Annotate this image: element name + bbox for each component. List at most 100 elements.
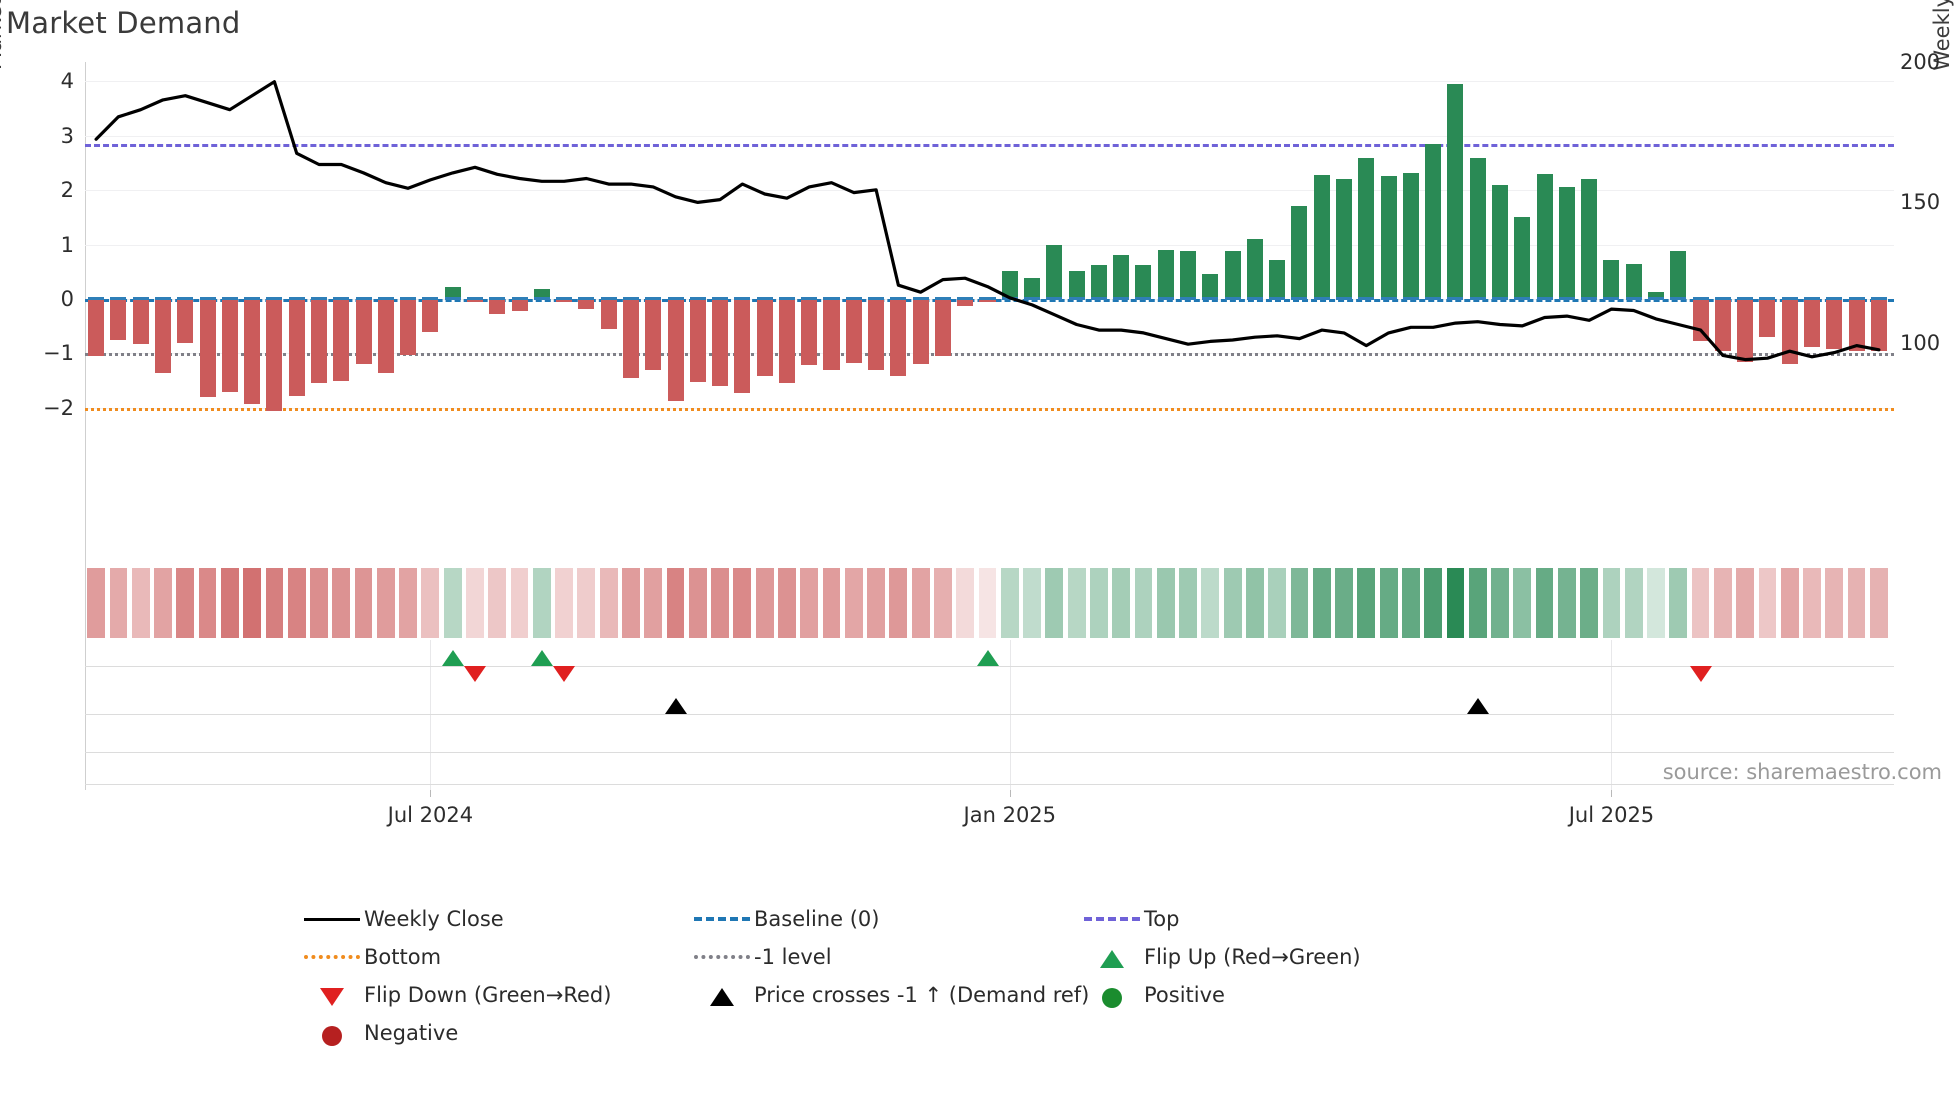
bar-negative[interactable] xyxy=(88,298,105,357)
bar-negative[interactable] xyxy=(310,298,327,384)
bar-negative[interactable] xyxy=(489,298,506,315)
bar-negative[interactable] xyxy=(689,298,706,382)
bar-negative[interactable] xyxy=(667,298,684,402)
bar-negative[interactable] xyxy=(756,298,773,377)
bar-positive[interactable] xyxy=(1068,270,1085,299)
heatmap-cell xyxy=(220,568,239,638)
bar-negative[interactable] xyxy=(110,298,127,340)
legend-item-baseline-0[interactable]: Baseline (0) xyxy=(690,900,1080,938)
legend-item-top[interactable]: Top xyxy=(1080,900,1480,938)
flip-up-marker[interactable] xyxy=(441,650,464,666)
bar-negative[interactable] xyxy=(221,298,238,392)
bar-negative[interactable] xyxy=(177,298,194,343)
bar-positive[interactable] xyxy=(1514,217,1531,299)
bar-positive[interactable] xyxy=(1180,251,1197,299)
bar-positive[interactable] xyxy=(1336,179,1353,299)
price-cross-marker[interactable] xyxy=(1466,698,1489,714)
baseline-cap xyxy=(1291,296,1308,300)
heatmap-cell xyxy=(1268,568,1287,638)
bar-positive[interactable] xyxy=(1581,179,1598,299)
legend-item-bottom[interactable]: Bottom xyxy=(300,938,690,976)
flip-down-marker[interactable] xyxy=(1689,666,1712,682)
bar-positive[interactable] xyxy=(1447,83,1464,299)
heatmap-cell xyxy=(822,568,841,638)
bar-negative[interactable] xyxy=(288,298,305,396)
bar-negative[interactable] xyxy=(199,298,216,398)
bar-positive[interactable] xyxy=(1313,174,1330,299)
bar-negative[interactable] xyxy=(712,298,729,387)
bar-negative[interactable] xyxy=(890,298,907,377)
bar-negative[interactable] xyxy=(934,298,951,357)
bar-negative[interactable] xyxy=(422,298,439,332)
bar-negative[interactable] xyxy=(511,298,528,311)
bar-negative[interactable] xyxy=(1826,298,1843,350)
bar-negative[interactable] xyxy=(600,298,617,329)
legend-item-flip-down-green-red[interactable]: Flip Down (Green→Red) xyxy=(300,976,690,1014)
flip-up-marker[interactable] xyxy=(976,650,999,666)
bar-positive[interactable] xyxy=(1603,259,1620,299)
bar-negative[interactable] xyxy=(645,298,662,370)
flip-down-marker[interactable] xyxy=(463,666,486,682)
bar-positive[interactable] xyxy=(1202,274,1219,299)
bar-negative[interactable] xyxy=(778,298,795,384)
bar-negative[interactable] xyxy=(1714,298,1731,351)
bar-negative[interactable] xyxy=(1848,298,1865,351)
bar-negative[interactable] xyxy=(801,298,818,366)
legend-item-negative[interactable]: Negative xyxy=(300,1014,690,1052)
bar-positive[interactable] xyxy=(1380,176,1397,299)
legend-item-weekly-close[interactable]: Weekly Close xyxy=(300,900,690,938)
bar-positive[interactable] xyxy=(1625,263,1642,299)
bar-negative[interactable] xyxy=(868,298,885,370)
bar-positive[interactable] xyxy=(1224,251,1241,299)
bar-negative[interactable] xyxy=(1781,298,1798,365)
bar-positive[interactable] xyxy=(1024,278,1041,299)
bar-negative[interactable] xyxy=(377,298,394,373)
bar-negative[interactable] xyxy=(845,298,862,364)
legend-item-flip-up-red-green[interactable]: Flip Up (Red→Green) xyxy=(1080,938,1480,976)
bar-negative[interactable] xyxy=(912,298,929,365)
bar-negative[interactable] xyxy=(1803,298,1820,347)
bar-positive[interactable] xyxy=(1492,184,1509,299)
bar-negative[interactable] xyxy=(266,298,283,411)
bar-positive[interactable] xyxy=(1090,265,1107,299)
bar-positive[interactable] xyxy=(1536,173,1553,299)
heatmap-cell xyxy=(109,568,128,638)
bar-negative[interactable] xyxy=(734,298,751,393)
bar-positive[interactable] xyxy=(1425,143,1442,299)
bar-positive[interactable] xyxy=(1113,255,1130,299)
baseline-cap xyxy=(422,296,439,300)
bar-positive[interactable] xyxy=(1269,259,1286,299)
bar-positive[interactable] xyxy=(1157,249,1174,299)
bar-negative[interactable] xyxy=(823,298,840,370)
legend-item-positive[interactable]: Positive xyxy=(1080,976,1480,1014)
bar-negative[interactable] xyxy=(333,298,350,381)
price-cross-marker[interactable] xyxy=(664,698,687,714)
bar-negative[interactable] xyxy=(1692,298,1709,342)
bar-positive[interactable] xyxy=(1358,158,1375,299)
bar-positive[interactable] xyxy=(1670,251,1687,299)
bar-positive[interactable] xyxy=(1558,187,1575,299)
bar-positive[interactable] xyxy=(1135,265,1152,299)
baseline-cap xyxy=(1313,296,1330,300)
bar-negative[interactable] xyxy=(355,298,372,365)
bar-negative[interactable] xyxy=(400,298,417,355)
legend-label: Positive xyxy=(1144,983,1225,1007)
bar-positive[interactable] xyxy=(1046,244,1063,299)
bar-positive[interactable] xyxy=(1402,172,1419,299)
bar-negative[interactable] xyxy=(244,298,261,405)
bar-negative[interactable] xyxy=(132,298,149,344)
flip-up-marker[interactable] xyxy=(530,650,553,666)
bar-negative[interactable] xyxy=(578,298,595,309)
bar-positive[interactable] xyxy=(1291,206,1308,299)
bar-negative[interactable] xyxy=(622,298,639,378)
bar-negative[interactable] xyxy=(154,298,171,373)
bar-negative[interactable] xyxy=(1870,298,1887,351)
bar-positive[interactable] xyxy=(1001,270,1018,299)
legend-item-1-level[interactable]: -1 level xyxy=(690,938,1080,976)
bar-positive[interactable] xyxy=(1246,239,1263,299)
bar-negative[interactable] xyxy=(1759,298,1776,338)
legend-item-price-crosses-1-demand-ref[interactable]: Price crosses -1 ↑ (Demand ref) xyxy=(690,976,1089,1014)
bar-negative[interactable] xyxy=(1737,298,1754,362)
flip-down-marker[interactable] xyxy=(553,666,576,682)
bar-positive[interactable] xyxy=(1469,158,1486,299)
